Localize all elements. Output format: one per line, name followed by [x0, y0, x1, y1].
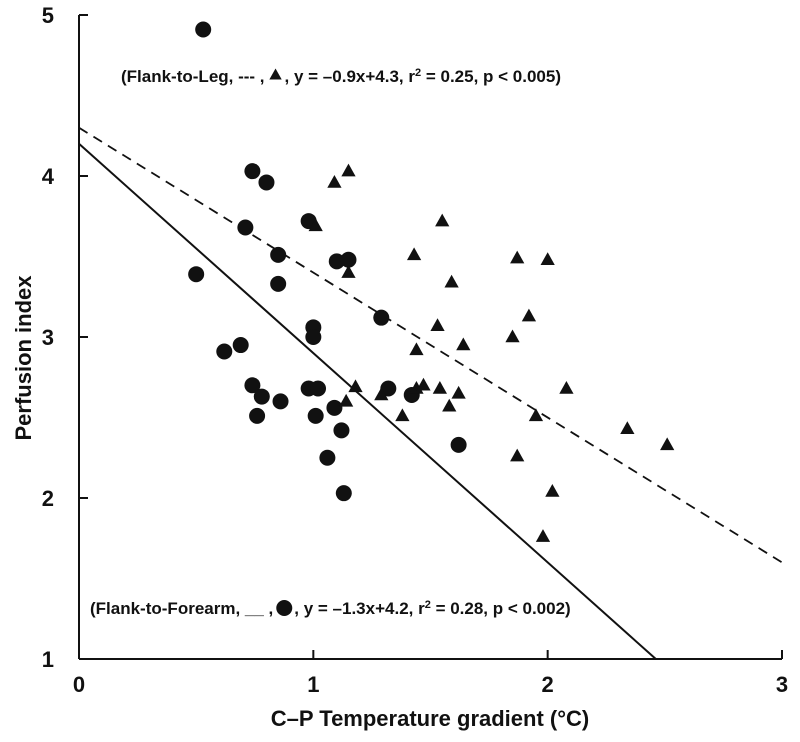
fit-line-dashed — [78, 126, 783, 564]
data-point-triangle — [528, 408, 544, 422]
axes — [78, 15, 782, 660]
fit-lines — [78, 126, 783, 660]
annotation-leg-sup: 2 — [415, 67, 421, 79]
x-tick-label: 2 — [542, 672, 554, 697]
data-point-triangle — [620, 421, 635, 435]
data-point-triangle — [374, 387, 389, 401]
data-point-circle — [380, 380, 397, 397]
annotation-forearm-circle-marker — [276, 600, 293, 616]
data-point-circle — [272, 393, 289, 410]
annotation-leg-before: (Flank-to-Leg, --- , — [121, 67, 265, 86]
y-tick-label: 2 — [42, 486, 54, 511]
data-point-triangle — [308, 218, 323, 232]
data-point-circle — [310, 380, 327, 397]
data-point-triangle — [521, 308, 537, 322]
data-point-triangle — [416, 377, 431, 391]
fit-line-solid — [78, 143, 657, 660]
data-point-circle — [195, 21, 212, 38]
data-point-triangle — [545, 484, 560, 497]
annotation-forearm-tail: = 0.28, p < 0.002) — [431, 599, 571, 618]
data-point-circle — [244, 163, 261, 180]
data-point-circle — [335, 485, 352, 502]
data-point-triangle — [559, 381, 574, 394]
annotation-leg-equation: , y = –0.9x+4.3, r2 = 0.25, p < 0.005) — [285, 67, 561, 86]
data-point-circle — [305, 329, 322, 345]
data-point-circle — [307, 407, 324, 424]
annotation-forearm-after: , y = –1.3x+4.2, r — [294, 599, 425, 618]
data-point-triangle — [444, 274, 459, 288]
data-point-triangle — [327, 174, 342, 188]
data-point-triangle — [348, 379, 363, 393]
data-point-circle — [328, 253, 345, 270]
data-point-triangle — [505, 329, 520, 343]
annotation-leg-after: , y = –0.9x+4.3, r — [285, 67, 416, 86]
data-point-circle — [270, 275, 287, 292]
data-point-triangle — [430, 318, 445, 331]
data-point-triangle — [660, 437, 675, 451]
data-point-triangle — [442, 398, 457, 412]
data-point-triangle — [435, 213, 450, 227]
data-point-circle — [270, 246, 287, 263]
data-point-triangle — [341, 265, 356, 278]
data-point-circle — [244, 377, 261, 394]
y-tick-label: 3 — [42, 325, 54, 350]
annotation-leg-tail: = 0.25, p < 0.005) — [421, 67, 561, 86]
data-point-triangle — [341, 163, 356, 177]
data-point-circle — [237, 219, 254, 236]
data-point-triangle — [510, 250, 525, 264]
annotation-leg-triangle-marker — [269, 68, 282, 80]
data-point-triangle — [540, 252, 555, 265]
data-point-triangle — [395, 408, 410, 422]
annotation-forearm-before: (Flank-to-Forearm, __ , — [90, 599, 273, 618]
y-axis-title: Perfusion index — [11, 275, 36, 441]
x-tick-label: 3 — [776, 672, 788, 697]
data-point-circle — [340, 251, 357, 268]
data-point-circle — [216, 343, 233, 360]
annotation-leg: (Flank-to-Leg, --- , , y = –0.9x+4.3, r2… — [121, 67, 561, 86]
data-point-circle — [258, 174, 275, 191]
data-point-triangle — [409, 381, 424, 394]
data-point-triangle — [535, 529, 551, 542]
data-point-circle — [188, 266, 205, 283]
x-tick-label: 0 — [73, 672, 85, 697]
data-point-circle — [333, 422, 350, 439]
x-axis-title: C–P Temperature gradient (°C) — [271, 706, 590, 731]
data-point-triangle — [451, 385, 466, 399]
annotation-forearm-sup: 2 — [425, 599, 431, 611]
y-tick-label: 5 — [42, 3, 54, 28]
data-point-triangle — [339, 393, 354, 407]
annotation-forearm: (Flank-to-Forearm, __ , , y = –1.3x+4.2,… — [90, 599, 571, 618]
data-point-circle — [373, 309, 390, 326]
y-tick-label: 4 — [42, 164, 55, 189]
data-point-triangle — [406, 247, 422, 261]
data-point-triangle — [409, 342, 424, 356]
data-point-triangle — [456, 337, 471, 351]
annotation-forearm-equation: , y = –1.3x+4.2, r2 = 0.28, p < 0.002) — [294, 599, 570, 618]
data-point-circle — [319, 449, 336, 466]
x-tick-label: 1 — [307, 672, 319, 697]
data-point-circle — [450, 436, 467, 453]
data-points — [188, 21, 675, 542]
data-point-circle — [326, 399, 343, 416]
y-tick-label: 1 — [42, 647, 54, 672]
data-point-circle — [253, 388, 270, 405]
data-point-circle — [232, 337, 249, 354]
data-point-circle — [249, 407, 266, 424]
data-point-triangle — [432, 381, 447, 394]
data-point-triangle — [510, 448, 525, 462]
